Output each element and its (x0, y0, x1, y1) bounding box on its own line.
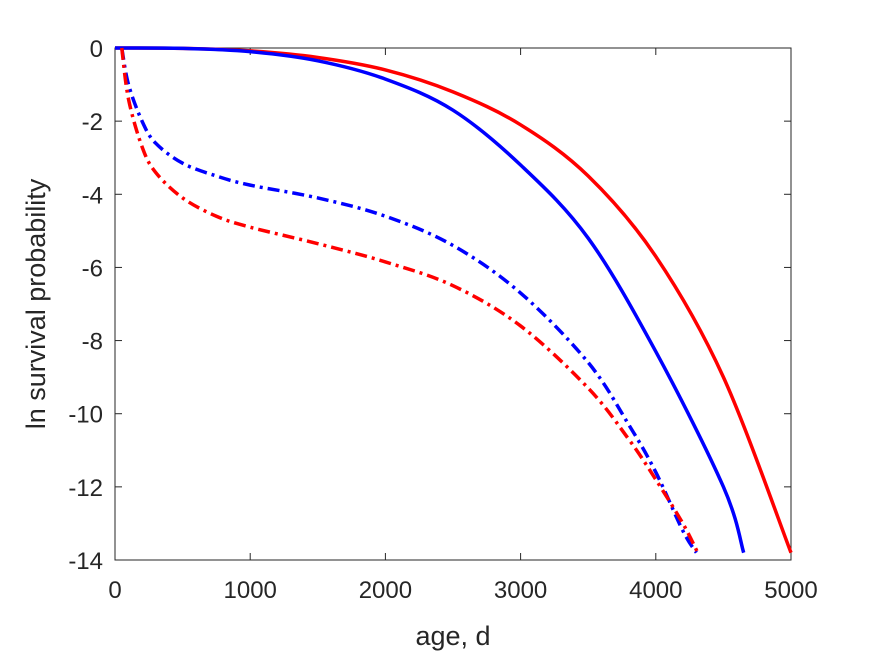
y-tick-label: -10 (68, 402, 103, 429)
y-tick-label: -6 (82, 255, 103, 282)
series-line-4 (120, 47, 700, 554)
x-tick-label: 5000 (764, 577, 817, 604)
x-axis-label: age, d (415, 621, 490, 651)
plot-area (114, 47, 792, 561)
y-tick-label: -8 (82, 329, 103, 356)
series-layer (114, 46, 793, 554)
x-tick-label: 1000 (224, 577, 277, 604)
x-tick-label: 0 (108, 577, 121, 604)
y-tick-label: -12 (68, 475, 103, 502)
x-tick-label: 4000 (629, 577, 682, 604)
y-tick-label: -14 (68, 548, 103, 575)
series-line-3 (120, 47, 698, 554)
series-line-2 (114, 46, 746, 554)
y-tick-label: -2 (82, 109, 103, 136)
x-tick-label: 2000 (359, 577, 412, 604)
y-axis-label: ln survival probability (21, 178, 51, 429)
axis-tick-labels: 0 1000 2000 3000 4000 5000 0 -2 -4 -6 -8 -10 -12 -14 (68, 36, 817, 604)
y-tick-label: 0 (90, 36, 103, 63)
y-tick-label: -4 (82, 182, 103, 209)
x-tick-label: 3000 (494, 577, 547, 604)
